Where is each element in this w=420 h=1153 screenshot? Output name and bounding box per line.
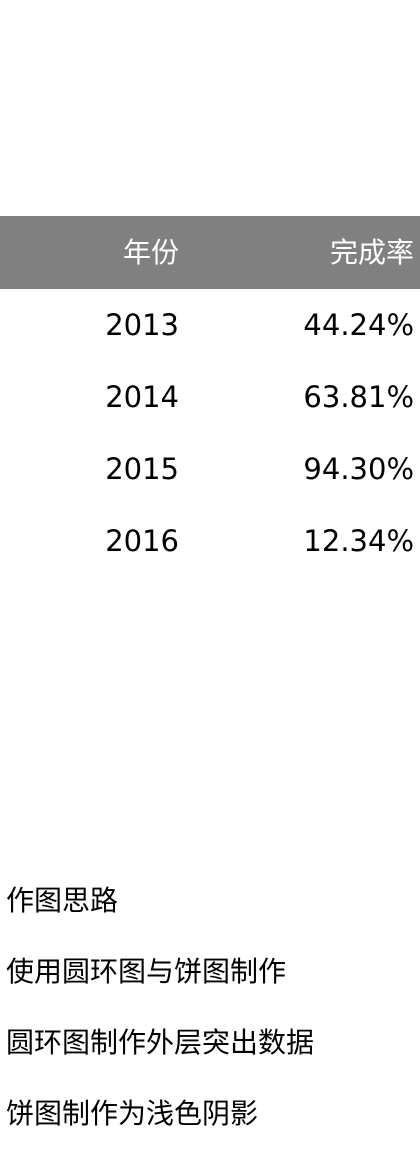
table-row: 2015 94.30% xyxy=(0,433,420,505)
note-line: 圆环图制作外层突出数据 xyxy=(6,1026,315,1059)
year-cell: 2016 xyxy=(105,524,179,558)
rate-cell: 12.34% xyxy=(303,524,414,558)
table-row: 2014 63.81% xyxy=(0,361,420,433)
year-cell: 2014 xyxy=(105,380,179,414)
rate-cell: 63.81% xyxy=(303,380,414,414)
notes-section: 作图思路 使用圆环图与饼图制作 圆环图制作外层突出数据 饼图制作为浅色阴影 xyxy=(6,868,416,1152)
year-cell: 2015 xyxy=(105,452,179,486)
note-line: 使用圆环图与饼图制作 xyxy=(6,955,287,988)
year-cell: 2013 xyxy=(105,308,179,342)
rate-cell: 94.30% xyxy=(303,452,414,486)
notes-title: 作图思路 xyxy=(6,884,119,917)
data-table: 年份 完成率 2013 44.24% 2014 63.81% 2015 94.3… xyxy=(0,216,420,577)
header-rate: 完成率 xyxy=(329,236,414,269)
rate-cell: 44.24% xyxy=(303,308,414,342)
note-line: 饼图制作为浅色阴影 xyxy=(6,1097,259,1130)
table-header: 年份 完成率 xyxy=(0,216,420,289)
table-row: 2016 12.34% xyxy=(0,505,420,577)
table-row: 2013 44.24% xyxy=(0,289,420,361)
header-year: 年份 xyxy=(122,236,179,269)
